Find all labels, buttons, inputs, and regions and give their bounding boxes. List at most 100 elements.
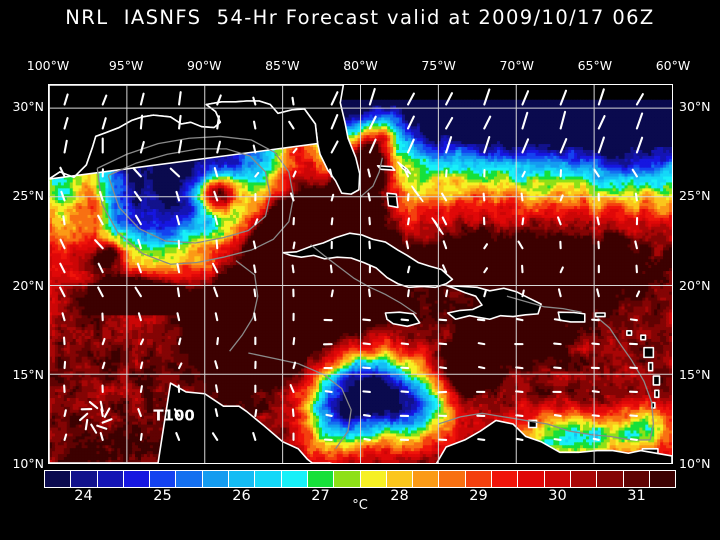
current-vector-149	[254, 313, 255, 320]
lon-tick-label-6: 70°W	[487, 58, 547, 73]
current-vector-206	[593, 391, 599, 392]
current-vector-173	[554, 344, 560, 345]
current-vector-87	[332, 218, 333, 224]
current-vector-118	[293, 266, 294, 273]
current-vector-89	[408, 218, 409, 224]
current-vector-208	[65, 410, 66, 416]
colorbar-block-6	[203, 471, 229, 487]
figure-title: NRL IASNFS 54-Hr Forecast valid at 2009/…	[0, 6, 720, 29]
current-vector-215	[327, 415, 332, 416]
rosette-vector-5	[86, 420, 87, 429]
colorbar-block-20	[571, 471, 597, 487]
current-vector-80	[63, 216, 64, 224]
landmass-ant-antigua	[641, 335, 646, 339]
lat-tick-label-left-3: 15°N	[2, 367, 44, 382]
current-vector-238	[594, 439, 599, 440]
current-vector-194	[141, 386, 142, 392]
landmass-ant-martinique	[653, 376, 659, 385]
current-vector-166	[294, 338, 295, 344]
lat-tick-label-right-3: 15°N	[679, 367, 720, 382]
colorbar-block-17	[492, 471, 518, 487]
current-vector-153	[402, 320, 408, 321]
colorbar-block-2	[98, 471, 124, 487]
colorbar-block-8	[255, 471, 281, 487]
landmass-ant-stlucia	[655, 390, 659, 397]
colorbar-block-5	[176, 471, 202, 487]
current-vector-21	[254, 122, 255, 129]
lat-tick-label-left-2: 20°N	[2, 278, 44, 293]
landmass-bahamas-andros	[387, 193, 398, 207]
landmass-ant-virgin	[596, 313, 605, 317]
current-vector-155	[478, 320, 484, 321]
current-vector-204	[516, 391, 522, 392]
lat-tick-label-right-4: 10°N	[679, 456, 720, 471]
lat-tick-label-left-4: 10°N	[2, 456, 44, 471]
lat-tick-label-left-0: 30°N	[2, 99, 44, 114]
current-vector-137	[408, 290, 409, 296]
current-vector-139	[484, 291, 485, 296]
current-vector-72	[368, 194, 369, 201]
lat-tick-label-left-1: 25°N	[2, 188, 44, 203]
current-vector-157	[555, 319, 561, 320]
lon-tick-label-4: 80°W	[331, 58, 391, 73]
current-vector-232	[364, 439, 369, 440]
colorbar-block-11	[334, 471, 360, 487]
current-vector-131	[178, 288, 179, 296]
current-vector-169	[402, 343, 408, 344]
landmass-ant-stkitts	[627, 331, 632, 335]
current-vector-168	[364, 343, 370, 344]
current-vector-135	[332, 290, 333, 296]
current-vector-148	[216, 313, 217, 320]
current-vector-196	[216, 385, 217, 392]
current-vector-121	[408, 267, 409, 273]
current-vector-94	[597, 217, 598, 224]
colorbar-block-16	[466, 471, 492, 487]
sst-field: T100	[49, 85, 672, 463]
current-vector-102	[294, 242, 295, 248]
lat-tick-label-right-1: 25°N	[679, 188, 720, 203]
current-vector-19	[179, 116, 180, 129]
current-vector-133	[254, 290, 255, 297]
colorbar-block-12	[361, 471, 387, 487]
current-vector-239	[631, 439, 637, 440]
current-vector-163	[179, 339, 180, 345]
colorbar-block-15	[439, 471, 465, 487]
lon-tick-label-5: 75°W	[409, 58, 469, 73]
colorbar-block-1	[71, 471, 97, 487]
colorbar-unit-label: °C	[0, 498, 720, 513]
current-vector-214	[293, 409, 294, 416]
current-vector-187	[479, 367, 484, 368]
colorbar-block-23	[650, 471, 675, 487]
current-vector-220	[516, 415, 522, 416]
colorbar-block-9	[282, 471, 308, 487]
current-vector-212	[216, 409, 217, 416]
current-vector-159	[631, 319, 637, 320]
current-vector-92	[522, 218, 523, 224]
colorbar-block-22	[624, 471, 650, 487]
lat-tick-label-right-2: 20°N	[679, 278, 720, 293]
colorbar-block-18	[518, 471, 544, 487]
colorbar-block-4	[150, 471, 176, 487]
current-vector-171	[479, 343, 485, 344]
current-vector-186	[440, 367, 446, 368]
current-vector-18	[141, 116, 142, 129]
current-vector-79	[636, 194, 637, 201]
lon-tick-label-3: 85°W	[252, 58, 312, 73]
current-vector-216	[364, 415, 370, 416]
current-vector-138	[446, 290, 447, 296]
current-vector-101	[254, 241, 255, 248]
current-vector-189	[554, 368, 560, 369]
lon-tick-label-1: 95°W	[96, 58, 156, 73]
colorbar-block-14	[413, 471, 439, 487]
current-vector-140	[522, 291, 523, 297]
current-vector-6	[293, 98, 294, 105]
current-vector-152	[363, 320, 370, 321]
current-vector-213	[255, 410, 256, 416]
lon-tick-label-7: 65°W	[565, 58, 625, 73]
current-vector-174	[592, 344, 598, 345]
current-vector-100	[217, 241, 218, 249]
colorbar-block-0	[45, 471, 71, 487]
current-vector-200	[363, 391, 369, 392]
current-vector-117	[254, 265, 255, 272]
current-vector-221	[555, 415, 561, 416]
